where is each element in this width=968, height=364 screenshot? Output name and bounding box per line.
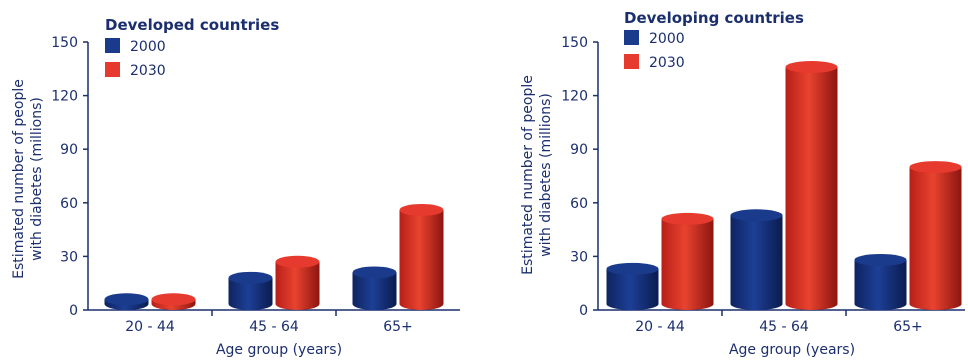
legend-label: 2030 xyxy=(130,63,166,79)
legend: 2000 2030 xyxy=(105,38,166,79)
x-tick-label: 20 - 44 xyxy=(635,319,685,335)
bar-2030-45-64 xyxy=(785,61,838,310)
chart-title: Developing countries xyxy=(624,9,804,27)
legend-label: 2000 xyxy=(130,39,166,55)
y-tick-label: 150 xyxy=(51,35,78,51)
y-tick-label: 150 xyxy=(561,35,588,51)
bar-2030-65+ xyxy=(909,161,962,310)
y-axis-title: Estimated number of people with diabetes… xyxy=(11,79,45,279)
y-tick-label: 0 xyxy=(69,303,78,319)
chart-title: Developed countries xyxy=(105,16,279,34)
bar-2030-20-44 xyxy=(151,293,196,310)
axes: 0 30 60 90 120 150 20 - 44 45 - 64 65+ xyxy=(561,35,965,335)
y-tick-label: 90 xyxy=(570,142,588,158)
legend-swatch xyxy=(624,30,639,45)
y-tick-label: 90 xyxy=(60,142,78,158)
bar-2030-20-44 xyxy=(661,212,714,310)
x-tick-label: 20 - 44 xyxy=(125,319,175,335)
y-axis-title-line-1: Estimated number of people xyxy=(11,79,27,279)
y-tick-label: 0 xyxy=(579,303,588,319)
bar-2030-45-64 xyxy=(275,255,320,310)
bar-2000-45-64 xyxy=(730,209,783,310)
bar-2000-20-44 xyxy=(104,293,149,310)
y-axis-title-line-2: with diabetes (millions) xyxy=(29,97,45,261)
x-tick-label: 45 - 64 xyxy=(249,319,299,335)
bar-2000-65+ xyxy=(854,253,907,310)
legend-label: 2030 xyxy=(649,55,685,71)
bar-2000-45-64 xyxy=(228,271,273,310)
chart-developed: Developed countries Estimated number of … xyxy=(11,16,460,358)
axes: 0 30 60 90 120 150 20 - 44 45 - 64 65+ xyxy=(51,35,460,335)
y-tick-label: 30 xyxy=(60,249,78,265)
bar-2030-65+ xyxy=(399,203,444,310)
y-tick-label: 120 xyxy=(561,89,588,105)
legend-swatch xyxy=(105,38,120,53)
y-tick-label: 60 xyxy=(60,196,78,212)
y-axis-title-line-1: Estimated number of people xyxy=(520,75,536,275)
bar-2000-20-44 xyxy=(606,262,659,310)
chart-developing: Developing countries Estimated number of… xyxy=(520,9,965,358)
bars xyxy=(104,203,444,310)
legend-swatch xyxy=(624,54,639,69)
x-axis-title: Age group (years) xyxy=(729,342,855,358)
y-tick-label: 60 xyxy=(570,196,588,212)
x-axis-title: Age group (years) xyxy=(216,342,342,358)
x-tick-label: 65+ xyxy=(383,319,413,335)
legend-swatch xyxy=(105,62,120,77)
y-tick-label: 120 xyxy=(51,89,78,105)
legend-label: 2000 xyxy=(649,31,685,47)
y-axis-title-line-2: with diabetes (millions) xyxy=(538,93,554,257)
legend: 2000 2030 xyxy=(624,30,685,71)
x-tick-label: 45 - 64 xyxy=(759,319,809,335)
y-tick-label: 30 xyxy=(570,249,588,265)
x-tick-label: 65+ xyxy=(893,319,923,335)
y-axis-title: Estimated number of people with diabetes… xyxy=(520,75,554,275)
bars xyxy=(606,61,962,310)
bar-2000-65+ xyxy=(352,266,397,310)
